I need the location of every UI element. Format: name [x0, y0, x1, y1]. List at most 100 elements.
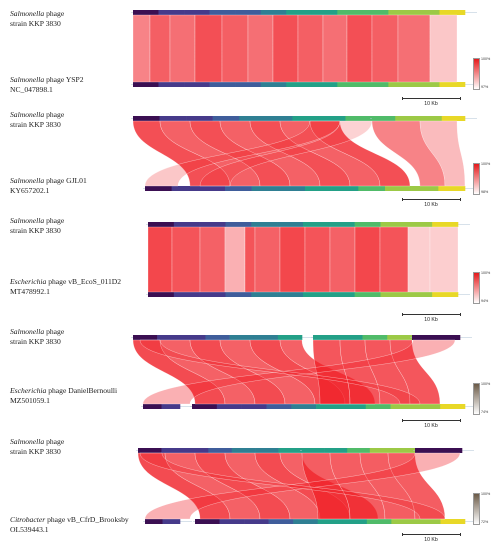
panel-2-subject-track-block [251, 186, 279, 191]
panel-4-query-track-block [133, 335, 158, 340]
panel-2-query-track-block [133, 116, 160, 121]
panel-1-ribbon [429, 14, 458, 83]
panel-2-query-track-block [345, 116, 373, 121]
panel-4-query-organism: Salmonella [10, 327, 45, 336]
panel-3-query-track-block [354, 222, 381, 227]
panel-5-query-track-mid-block [347, 448, 371, 453]
panel-2-ribbon [419, 120, 466, 187]
panel-2-ribbon-crossed [144, 120, 341, 187]
panel-5-subject-name: phage vB_CfrD_Brooksby [47, 515, 129, 524]
panel-5-query-label: Salmonella phage strain KKP 3830 [10, 437, 64, 456]
panel-2-query-track-block [265, 116, 293, 121]
panel-1-subject-track-block [158, 82, 185, 87]
panel-4-subject-track-block [291, 404, 317, 409]
panel-1-query-label: Salmonella phage strain KKP 3830 [10, 9, 64, 28]
panel-4-subject-track-block [440, 404, 466, 409]
panel-4-query-track-block [181, 335, 206, 340]
panel-1-query-track-block [337, 10, 364, 15]
panel-4-ribbon-crossed [139, 339, 421, 405]
panel-5-subject-track-block [342, 519, 368, 524]
panel-4-subject-track-block [266, 404, 292, 409]
panel-3-subject-track-block [173, 292, 200, 297]
panel-3-ribbon [244, 226, 256, 293]
panel-1-subject-organism: Salmonella [10, 75, 45, 84]
panel-3-ribbon [407, 226, 431, 293]
panel-5-legend-high: 100% [481, 492, 491, 496]
panel-2-subject-track-block [411, 186, 439, 191]
panel-5-legend-bar [473, 493, 480, 525]
panel-4-subject-name: phage DanielBernoulli [48, 386, 118, 395]
panel-1-query-track-block [235, 10, 261, 15]
panel-4-query-track-block [253, 335, 279, 340]
panel-2-query-track-end-block [418, 116, 443, 121]
panel-4-subject-track-block [390, 404, 416, 409]
panel-3-query-track-block [199, 222, 226, 227]
panel-3-subject-accession: MT478992.1 [10, 286, 50, 296]
panel-1-query-organism: Salmonella [10, 9, 45, 18]
panel-2-legend-bar [473, 163, 480, 195]
panel-1-ribbon [272, 14, 299, 83]
panel-1-query-track-block [388, 10, 415, 15]
panel-1-subject-track-block [260, 82, 287, 87]
panel-1-ribbon [149, 14, 171, 83]
panel-3-ribbon [147, 226, 173, 293]
panel-1-subject-track-block [286, 82, 313, 87]
panel-4-legend-bar [473, 383, 480, 415]
panel-1-query-name: phage [46, 9, 65, 18]
panel-3-subject-label: Escherichia phage vB_EcoS_011D2 MT478992… [10, 277, 121, 296]
panel-3-subject-track-block [432, 292, 459, 297]
panel-5-subject-track-start-block [145, 519, 163, 524]
panel-3-scale-label: 10 Kb [424, 317, 438, 323]
panel-3-query-name: phage [46, 216, 65, 225]
panel-1-legend-bar [473, 58, 480, 90]
panel-5-subject-track-block [244, 519, 269, 524]
panel-2-subject-track-block [171, 186, 199, 191]
panel-1-query-track-block [158, 10, 185, 15]
panel-3-query-track-block [251, 222, 278, 227]
panel-3-query-track-block [303, 222, 330, 227]
panel-5-subject-track-start-block [162, 519, 181, 524]
panel-4-ribbon [389, 339, 441, 405]
panel-5-query-track-block [208, 448, 233, 453]
panel-2-query-track-end-block [372, 116, 396, 121]
panel-2-subject-track-block [225, 186, 252, 191]
panel-2-subject-track-block [438, 186, 466, 191]
panel-4-query-track-block [229, 335, 255, 340]
panel-2-query-track-block [239, 116, 267, 121]
panel-4-query-track-block [157, 335, 182, 340]
panel-2-query-track-block [318, 116, 346, 121]
panel-2-query-name: phage [46, 110, 65, 119]
panel-5-ribbon-crossed [139, 452, 446, 520]
panel-4-legend-high: 100% [481, 382, 491, 386]
panel-4-query-track-mid-block [337, 335, 363, 340]
panel-1-ribbon [169, 14, 196, 83]
panel-3-ribbon [329, 226, 356, 293]
panel-1-query-track-block [209, 10, 236, 15]
panel-3-ribbon [354, 226, 381, 293]
panel-5-subject-track-block [195, 519, 220, 524]
panel-4-query-track-end-block [436, 335, 461, 340]
panel-1-query-track-block [362, 10, 389, 15]
panel-4-subject-track-block [241, 404, 267, 409]
panel-1-ribbon [221, 14, 249, 83]
panel-2-subject-track-block [278, 186, 306, 191]
panel-4-ribbon-crossed [142, 339, 456, 405]
panel-4-query-track-mid-block [362, 335, 388, 340]
panel-5-subject-track-block [415, 519, 441, 524]
panel-5-query-track-block [184, 448, 209, 453]
panel-5-subject-track-block [440, 519, 466, 524]
panel-3-query-label: Salmonella phage strain KKP 3830 [10, 216, 64, 235]
panel-3-subject-track-block [251, 292, 278, 297]
panel-4-subject-track-start-block [161, 404, 181, 409]
panel-5-query-track-block [161, 448, 186, 453]
panel-1-query-track-block [286, 10, 313, 15]
panel-3-subject-track-block [225, 292, 252, 297]
panel-3-legend-bar [473, 272, 480, 304]
panel-3-query-track-block [173, 222, 200, 227]
panel-4-query-label: Salmonella phage strain KKP 3830 [10, 327, 64, 346]
panel-4-query-track-end-block [412, 335, 437, 340]
panel-1-query-track-block [260, 10, 287, 15]
panel-5-legend-low: 72% [481, 520, 489, 524]
panel-4-subject-accession: MZ501059.1 [10, 395, 50, 405]
panel-3-query-track-block [225, 222, 252, 227]
